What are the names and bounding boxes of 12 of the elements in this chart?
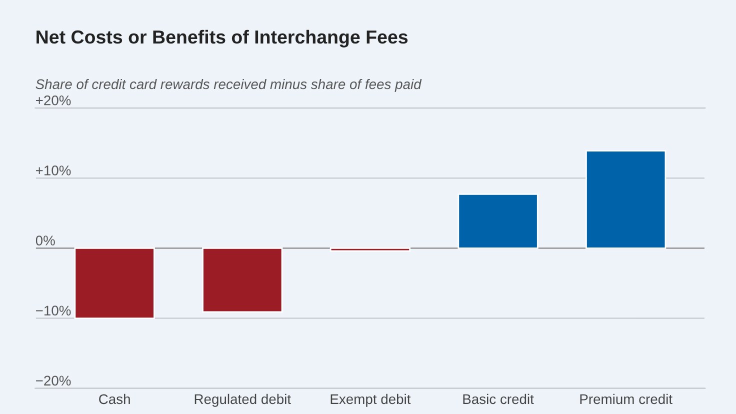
chart-subtitle: Share of credit card rewards received minus share of fees paid <box>36 78 422 92</box>
chart-title: Net Costs or Benefits of Interchange Fees <box>36 30 408 48</box>
y-tick-label: +20% <box>36 95 71 106</box>
x-tick-label: Regulated debit <box>194 394 291 407</box>
y-tick-label: +10% <box>36 166 71 176</box>
x-tick-label: Premium credit <box>580 394 672 404</box>
y-tick-label: 0% <box>36 236 55 246</box>
y-tick-label: −20% <box>36 376 71 386</box>
x-tick-label: Basic credit <box>463 394 534 404</box>
x-tick-label: Cash <box>99 394 130 404</box>
x-tick-label: Exempt debit <box>330 394 411 407</box>
y-tick-label: −10% <box>36 306 71 316</box>
